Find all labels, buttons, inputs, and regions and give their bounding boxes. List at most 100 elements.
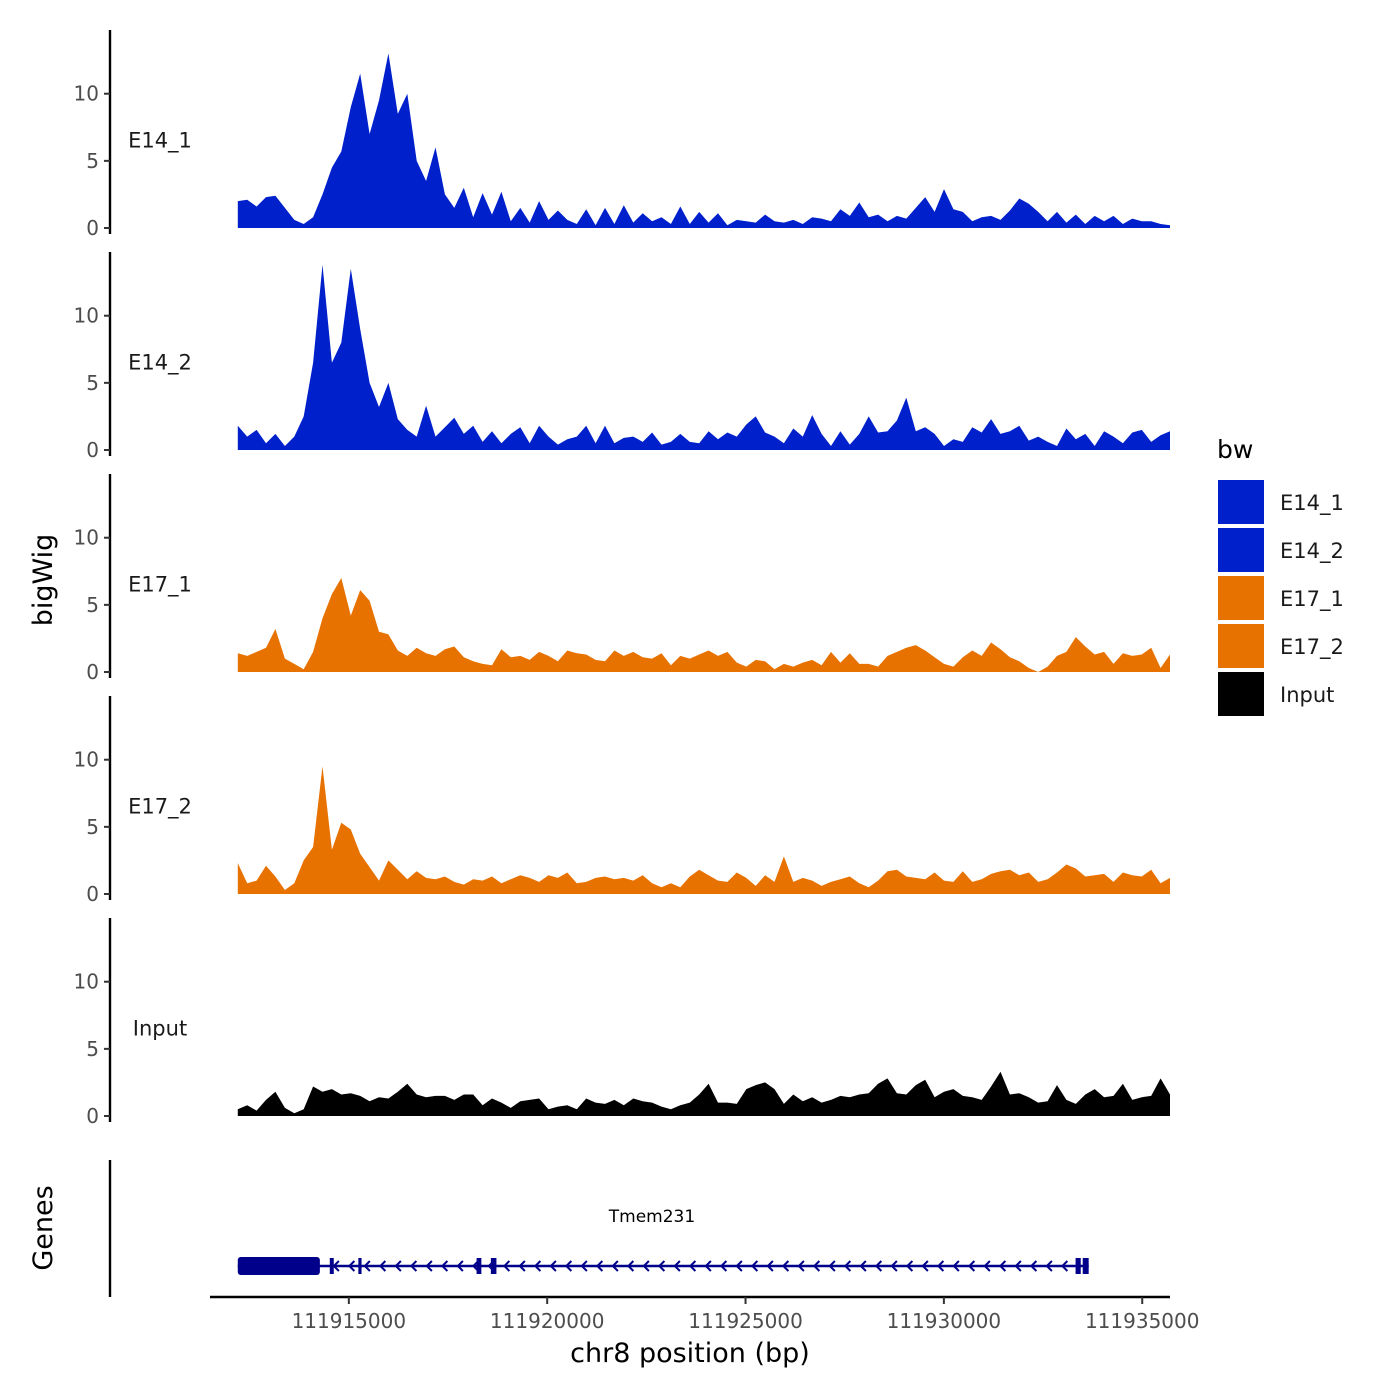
strand-arrow: [905, 1260, 914, 1272]
strand-arrow: [998, 1260, 1007, 1272]
strand-arrow: [580, 1260, 588, 1272]
y-tick-label: 0: [86, 216, 99, 240]
track-label: E14_2: [128, 351, 192, 376]
y-tick-label: 10: [74, 748, 99, 772]
y-tick-label: 0: [86, 1104, 99, 1128]
strand-arrow: [967, 1260, 976, 1272]
gene-exon: [358, 1258, 362, 1274]
strand-arrow: [673, 1260, 681, 1272]
strand-arrow: [766, 1260, 774, 1272]
y-tick-label: 5: [86, 593, 99, 617]
strand-arrow: [843, 1260, 852, 1272]
strand-arrow: [859, 1260, 867, 1272]
x-tick-label: 111925000: [688, 1309, 803, 1333]
strand-arrow: [409, 1260, 418, 1272]
strand-arrow: [1014, 1260, 1022, 1272]
strand-arrow: [719, 1260, 728, 1272]
signal-area-e14-1: [237, 53, 1171, 229]
strand-arrow: [983, 1260, 991, 1272]
strand-arrow: [332, 1260, 340, 1272]
gene-name-label: Tmem231: [608, 1207, 695, 1227]
legend-item-e14-1: E14_1: [1218, 480, 1344, 524]
x-tick-label: 111935000: [1085, 1309, 1200, 1333]
track-panel-input: 0 5 10 Input: [74, 918, 1171, 1128]
strand-arrow: [425, 1260, 433, 1272]
signal-area-e14-2: [237, 264, 1171, 450]
strand-arrow: [502, 1260, 511, 1272]
strand-arrow: [1060, 1260, 1069, 1272]
y-tick-label: 10: [74, 970, 99, 994]
track-panel-e17-1: 0 5 10 E17_1: [74, 474, 1171, 684]
strand-arrow: [347, 1260, 356, 1272]
y-tick-label: 0: [86, 660, 99, 684]
gene-exon: [329, 1258, 334, 1274]
strand-arrow: [952, 1260, 960, 1272]
legend-swatch: [1218, 672, 1264, 716]
signal-area-e17-2: [237, 766, 1171, 894]
legend-label: E17_1: [1280, 587, 1344, 612]
y-tick-label: 0: [86, 438, 99, 462]
legend-swatch: [1218, 528, 1264, 572]
strand-arrow: [642, 1260, 650, 1272]
track-label: Input: [133, 1017, 187, 1041]
y-tick-label: 10: [74, 526, 99, 550]
strand-arrow: [735, 1260, 743, 1272]
legend-label: E17_2: [1280, 635, 1344, 660]
strand-arrow: [812, 1260, 821, 1272]
gene-exon: [237, 1257, 320, 1275]
strand-arrow: [657, 1260, 666, 1272]
strand-arrow: [549, 1260, 557, 1272]
y-tick-label: 5: [86, 815, 99, 839]
gene-track: [108, 1160, 1089, 1297]
legend-label: E14_2: [1280, 539, 1344, 564]
strand-arrow: [828, 1260, 836, 1272]
y-tick-label: 10: [74, 304, 99, 328]
x-tick-label: 111930000: [887, 1309, 1002, 1333]
legend: E14_1 E14_2 E17_1 E17_2 Input: [1218, 480, 1344, 716]
strand-arrow: [1045, 1260, 1053, 1272]
strand-arrow: [936, 1260, 945, 1272]
y-tick-label: 5: [86, 149, 99, 173]
strand-arrow: [750, 1260, 759, 1272]
track-panel-e17-2: 0 5 10 E17_2: [74, 696, 1171, 906]
x-axis: 111915000 111920000 111925000 111930000 1119…: [210, 1295, 1200, 1333]
track-label: E17_1: [128, 573, 192, 598]
x-axis-title: chr8 position (bp): [570, 1338, 810, 1369]
strand-arrow: [440, 1260, 449, 1272]
strand-arrow: [564, 1260, 573, 1272]
x-tick-label: 111920000: [490, 1309, 605, 1333]
strand-arrow: [781, 1260, 790, 1272]
strand-arrow: [595, 1260, 604, 1272]
strand-arrow: [890, 1260, 898, 1272]
legend-swatch: [1218, 576, 1264, 620]
y-tick-label: 5: [86, 1037, 99, 1061]
track-panel-e14-2: 0 5 10 E14_2: [74, 252, 1171, 462]
strand-arrow: [363, 1260, 371, 1272]
gene-exon: [490, 1258, 497, 1274]
signal-area-input: [237, 1071, 1171, 1116]
legend-label: Input: [1280, 683, 1334, 707]
gene-exon: [476, 1258, 482, 1274]
gene-exon: [1075, 1258, 1081, 1274]
strand-arrow: [518, 1260, 526, 1272]
track-label: E17_2: [128, 795, 192, 820]
genes-axis-title: Genes: [28, 1185, 59, 1270]
strand-arrow: [1029, 1260, 1038, 1272]
y-tick-label: 0: [86, 882, 99, 906]
strand-arrow: [626, 1260, 635, 1272]
legend-item-e17-1: E17_1: [1218, 576, 1344, 620]
strand-arrow: [378, 1260, 387, 1272]
legend-item-e17-2: E17_2: [1218, 624, 1344, 668]
track-panel-e14-1: 0 5 10 E14_1: [74, 30, 1171, 240]
track-label: E14_1: [128, 129, 192, 154]
strand-arrow: [921, 1260, 929, 1272]
legend-item-input: Input: [1218, 672, 1334, 716]
x-tick-label: 111915000: [292, 1309, 407, 1333]
legend-swatch: [1218, 624, 1264, 668]
strand-arrow: [456, 1260, 464, 1272]
legend-title: bw: [1217, 435, 1253, 464]
bigwig-tracks: 0 5 10 E14_1 0 5 10 E14_2 0 5 10 E17_1 0 5 10 E17_2 0 5 10…: [74, 30, 1171, 1128]
legend-label: E14_1: [1280, 491, 1344, 516]
strand-arrow: [874, 1260, 883, 1272]
strand-arrow: [704, 1260, 712, 1272]
